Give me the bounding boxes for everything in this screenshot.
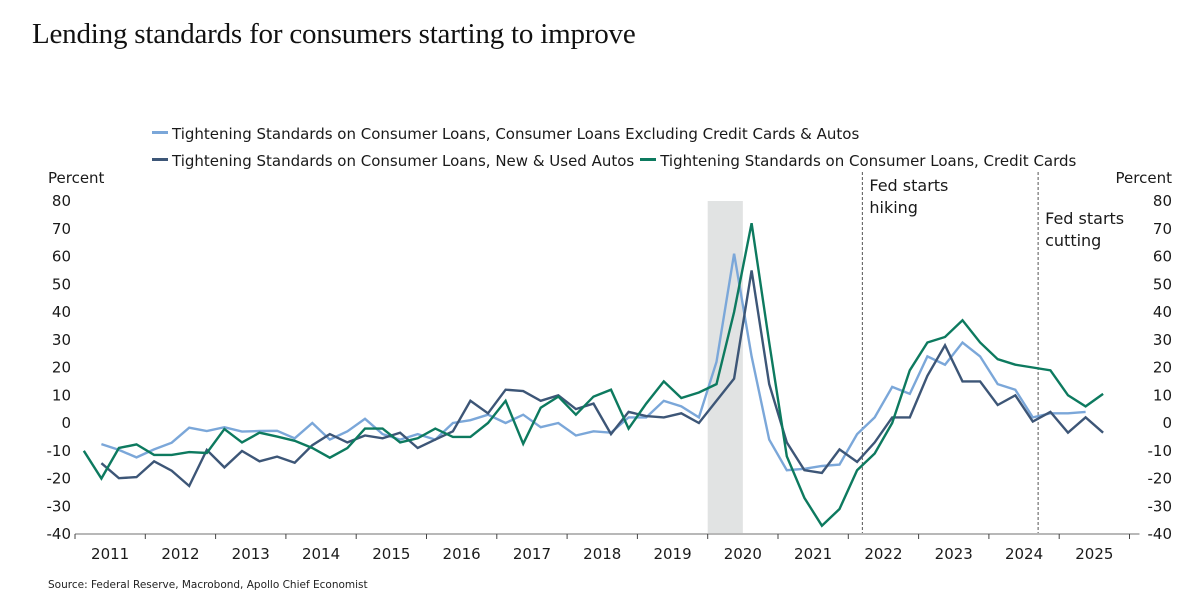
chart-title: Lending standards for consumers starting… <box>32 18 636 50</box>
y-tick-label-right: 80 <box>1153 192 1172 210</box>
y-tick-label-left: 80 <box>52 192 71 210</box>
y-tick-label-right: 0 <box>1162 414 1172 432</box>
legend-label: Tightening Standards on Consumer Loans, … <box>172 152 635 170</box>
y-tick-label-right: -30 <box>1148 497 1173 515</box>
x-tick-label: 2017 <box>513 545 551 563</box>
x-tick-label: 2025 <box>1075 545 1113 563</box>
legend-swatch-credit-cards <box>640 158 657 161</box>
y-axis-label-right: Percent <box>1116 169 1173 187</box>
series-line-1 <box>100 270 1104 488</box>
series-line-2 <box>82 222 1104 528</box>
y-tick-label-left: 20 <box>52 359 71 377</box>
legend-row-1: Tightening Standards on Consumer Loans, … <box>152 121 1082 148</box>
legend-label: Tightening Standards on Consumer Loans, … <box>172 125 860 143</box>
legend-label: Tightening Standards on Consumer Loans, … <box>660 152 1077 170</box>
annotation-label: hiking <box>869 198 918 217</box>
recession-shading <box>707 201 743 534</box>
x-tick-label: 2011 <box>91 545 129 563</box>
legend-item-credit-cards: Tightening Standards on Consumer Loans, … <box>640 148 1076 175</box>
x-tick-label: 2024 <box>1005 545 1043 563</box>
source-note: Source: Federal Reserve, Macrobond, Apol… <box>48 579 368 591</box>
annotation-label: cutting <box>1045 231 1101 250</box>
shaded-regions <box>707 201 743 534</box>
x-tick-label: 2020 <box>724 545 762 563</box>
y-tick-label-right: 60 <box>1153 248 1172 266</box>
y-tick-label-right: 20 <box>1153 359 1172 377</box>
y-tick-label-right: 70 <box>1153 220 1172 238</box>
y-tick-label-left: -10 <box>47 442 72 460</box>
legend-swatch-consumer-ex-cards-autos <box>152 131 168 134</box>
y-tick-label-left: 70 <box>52 220 71 238</box>
y-tick-label-left: -30 <box>47 497 72 515</box>
y-tick-label-right: 50 <box>1153 275 1172 293</box>
x-tick-label: 2016 <box>443 545 481 563</box>
y-tick-label-right: 30 <box>1153 331 1172 349</box>
axes: Percent Percent 2011 2012 2013 2014 2015 2016… <box>47 169 1173 563</box>
x-tick-label: 2014 <box>302 545 340 563</box>
annotation-lines: Fed starts hiking Fed starts cutting <box>861 172 1124 534</box>
x-tick-label: 2019 <box>653 545 691 563</box>
x-tick-label: 2012 <box>161 545 199 563</box>
legend-item-consumer-ex-cards-autos: Tightening Standards on Consumer Loans, … <box>152 121 859 148</box>
y-tick-label-left: 50 <box>52 275 71 293</box>
annotation-label: Fed starts <box>1045 209 1124 228</box>
legend-row-2: Tightening Standards on Consumer Loans, … <box>152 148 1082 175</box>
series <box>82 222 1104 528</box>
y-tick-label-right: -20 <box>1148 470 1173 488</box>
legend-item-autos: Tightening Standards on Consumer Loans, … <box>152 148 634 175</box>
y-axis-label-left: Percent <box>48 169 105 187</box>
x-tick-label: 2022 <box>864 545 902 563</box>
y-tick-label-right: -10 <box>1148 442 1173 460</box>
series-line-0 <box>101 253 1086 472</box>
y-tick-label-left: 0 <box>61 414 71 432</box>
y-tick-label-left: -20 <box>47 470 72 488</box>
x-tick-label: 2015 <box>372 545 410 563</box>
y-tick-label-right: 10 <box>1153 386 1172 404</box>
x-tick-label: 2021 <box>794 545 832 563</box>
y-tick-label-left: 10 <box>52 386 71 404</box>
y-tick-label-left: 40 <box>52 303 71 321</box>
y-tick-label-left: -40 <box>47 525 72 543</box>
annotation-label: Fed starts <box>869 176 948 195</box>
legend: Tightening Standards on Consumer Loans, … <box>152 121 1082 175</box>
y-tick-label-right: 40 <box>1153 303 1172 321</box>
y-tick-label-left: 30 <box>52 331 71 349</box>
legend-swatch-autos <box>152 158 168 161</box>
x-tick-label: 2023 <box>935 545 973 563</box>
x-tick-label: 2013 <box>232 545 270 563</box>
x-tick-label: 2018 <box>583 545 621 563</box>
y-tick-label-left: 60 <box>52 248 71 266</box>
y-tick-label-right: -40 <box>1148 525 1173 543</box>
